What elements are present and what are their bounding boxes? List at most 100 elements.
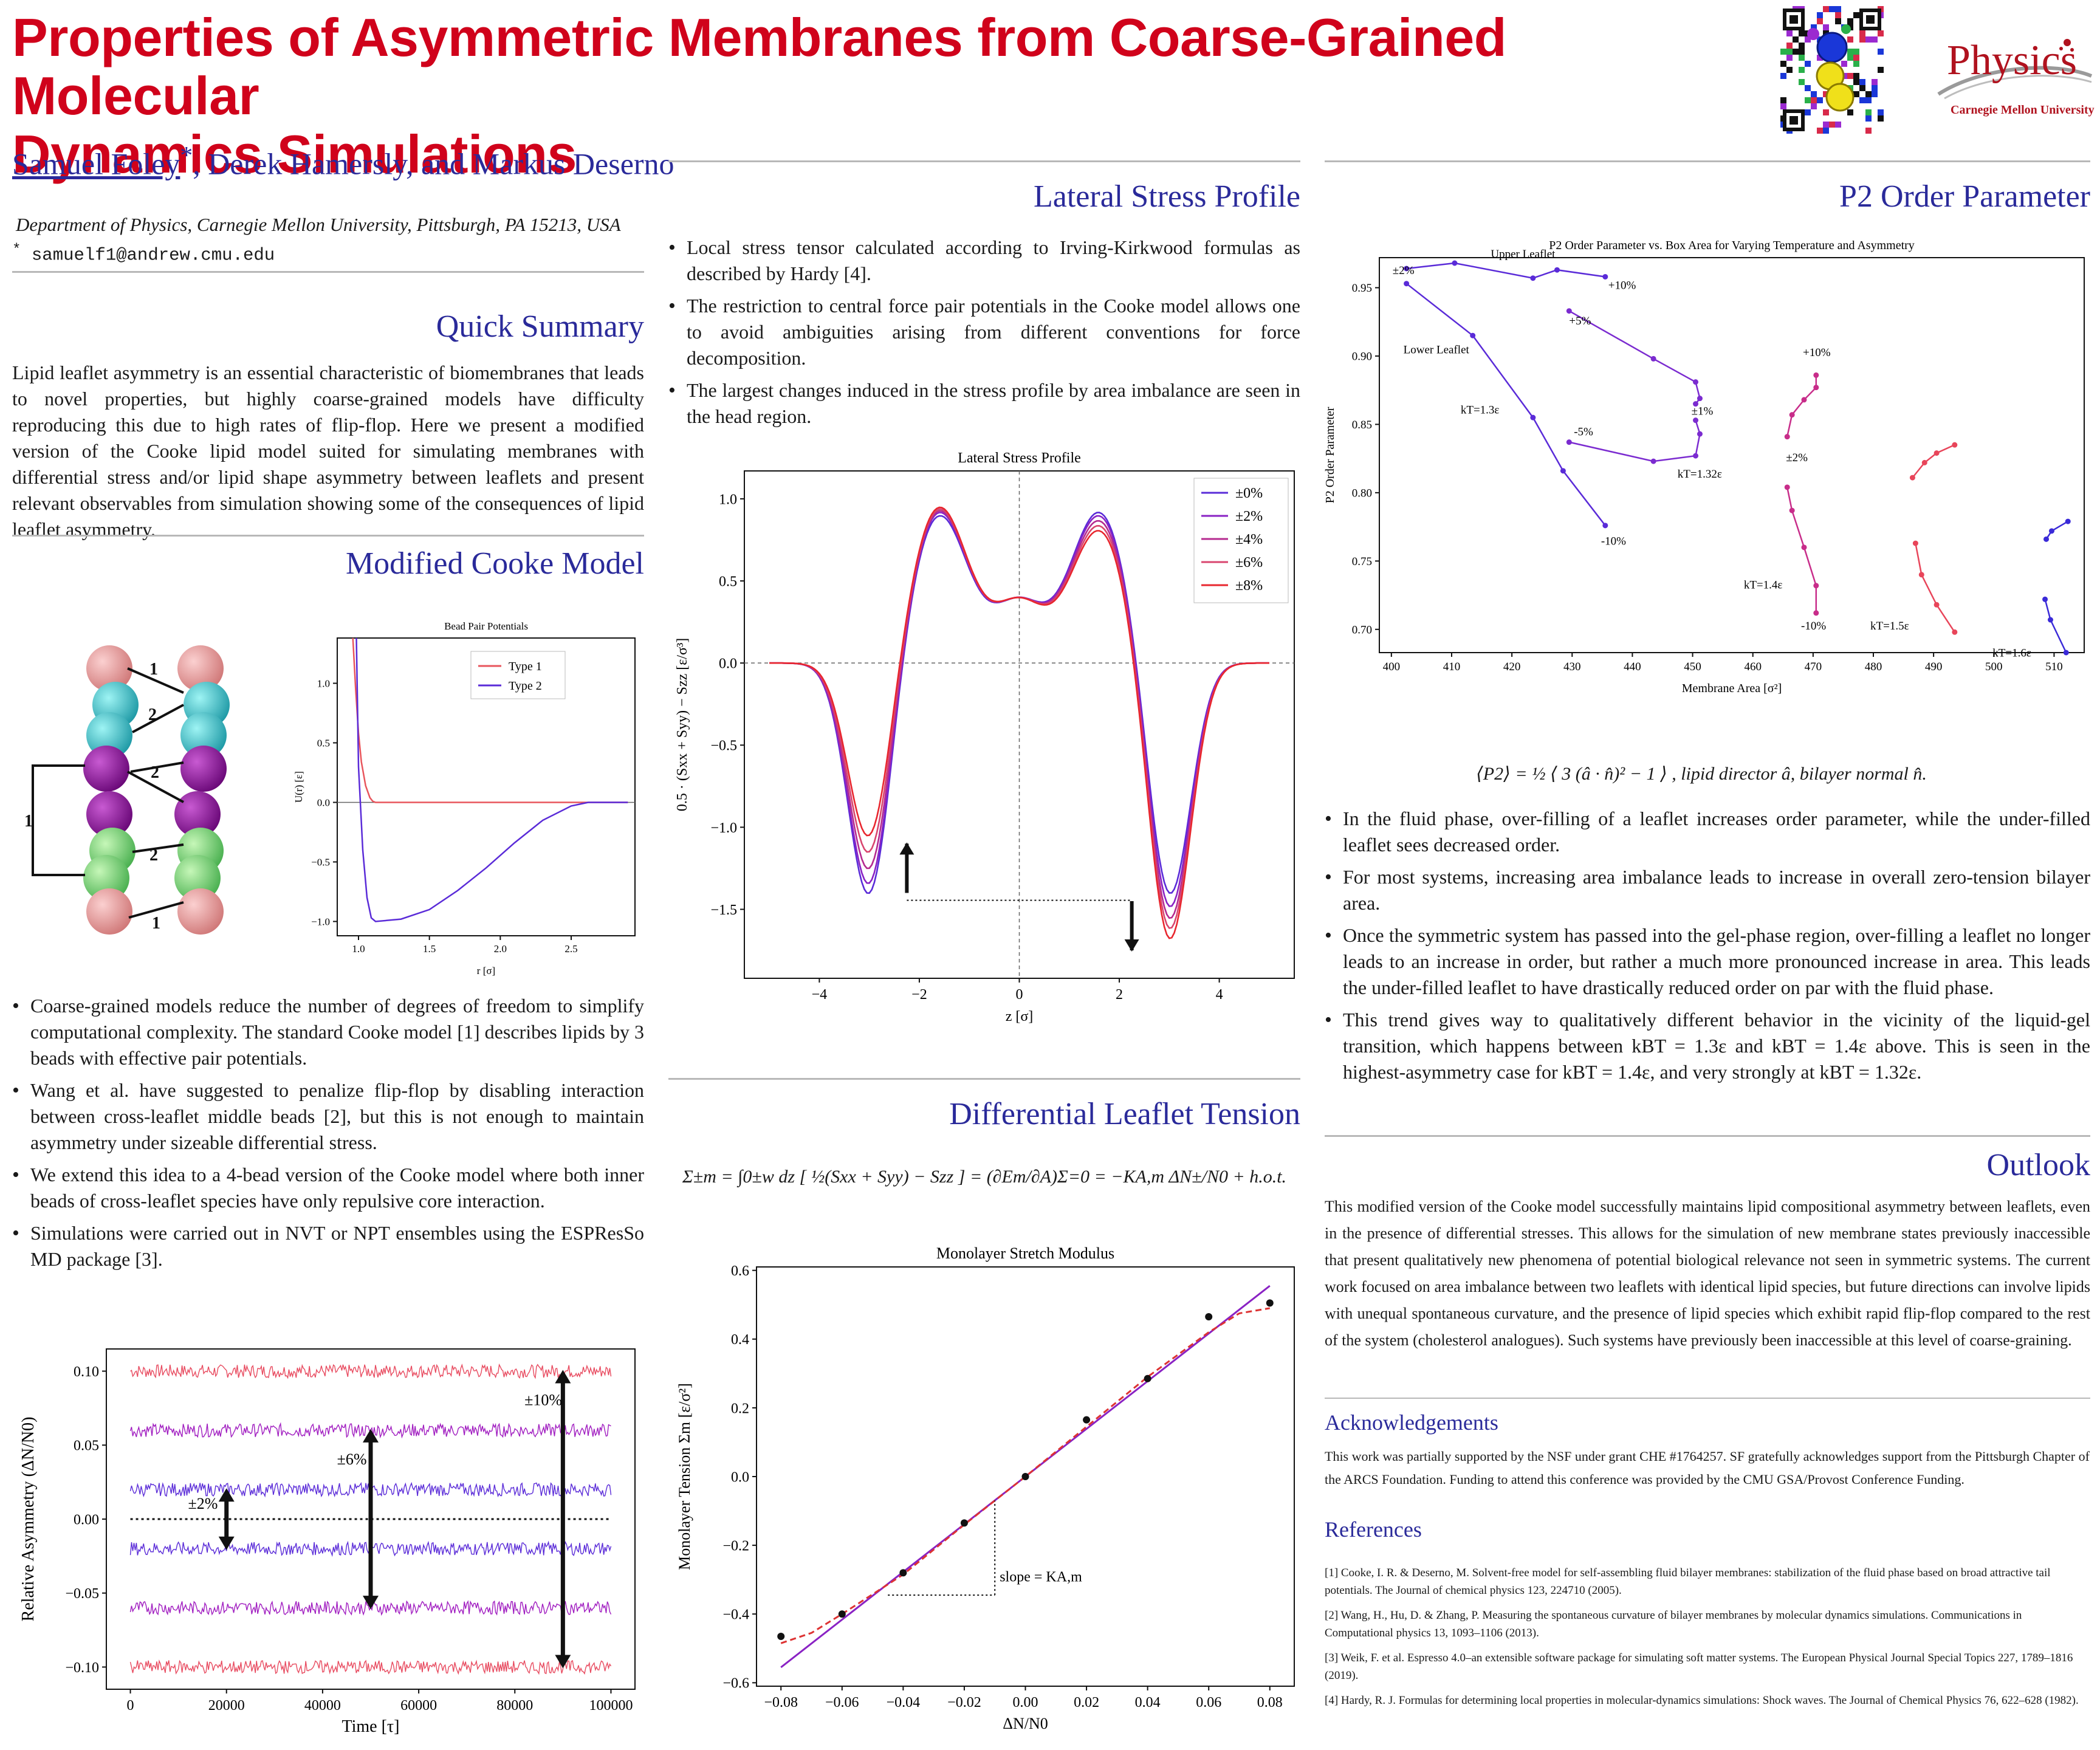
ref-item[interactable]: [3] Weik, F. et al. Espresso 4.0–an exte… [1325,1652,2073,1682]
y-tick-label: 0.00 [74,1512,99,1528]
qr-module [1829,6,1835,12]
logo-sub: Carnegie Mellon University [1951,103,2095,117]
author-list: Samuel Foley*, Derek Hamersly, and Marku… [12,141,674,182]
bead-potential-chart: 1.0 1.5 2.0 2.5 −1.0 −0.5 0.0 0.5 1.0 Bead Pair P… [280,614,650,978]
qr-module [1853,91,1859,97]
x-tick-label: 4 [1216,987,1223,1003]
qr-module [1859,79,1865,85]
y-tick-label: 0.0 [719,656,737,672]
p2-data-point [2063,650,2069,656]
x-tick-label: 480 [1865,661,1882,673]
p2-annotation: ±1% [1692,405,1714,418]
qr-module [1780,103,1786,109]
qr-module [1780,61,1786,67]
span-arrow-head [555,1370,571,1384]
qr-module [1841,61,1847,67]
y-tick-label: 1.0 [719,492,737,507]
y-tick-label: −1.5 [710,902,737,918]
x-tick-label: 460 [1744,661,1762,673]
x-axis-label: Time [τ] [341,1717,399,1736]
email[interactable]: * samuelf1@andrew.cmu.edu [12,242,275,266]
x-tick-label: 0 [1016,987,1023,1003]
x-tick-label: 100000 [589,1698,633,1714]
divider [12,271,644,273]
cooke-bullet: Simulations were carried out in NVT or N… [12,1220,644,1272]
x-tick-label: 2.5 [564,943,577,955]
qr-module [1853,12,1859,18]
qr-module [1853,79,1859,85]
qr-module [1823,122,1829,128]
qr-module [1793,36,1799,43]
x-tick-label: 60000 [400,1698,437,1714]
y-tick-label: 0.80 [1352,487,1372,500]
x-tick-label: −0.08 [764,1695,798,1711]
qr-module [1872,79,1878,85]
p2-data-point [1566,439,1572,445]
chart-title: P2 Order Parameter vs. Box Area for Vary… [1549,241,1915,252]
lateral-bullet: The restriction to central force pair po… [668,293,1300,371]
p2-data-point [1650,355,1656,362]
qr-module [1847,73,1853,79]
cooke-bullet: We extend this idea to a 4-bead version … [12,1162,644,1214]
p2-annotation: +10% [1608,280,1636,292]
ref-item[interactable]: [2] Wang, H., Hu, D. & Zhang, P. Measuri… [1325,1609,2022,1639]
qr-module [1811,24,1817,30]
x-tick-label: −4 [812,987,828,1003]
p2-data-point [1952,442,1958,448]
bead-model-svg: 1 2 2 1 2 1 [24,645,230,935]
qr-module [1865,91,1872,97]
y-axis-label: P2 Order Parameter [1325,407,1337,503]
ref-item[interactable]: [4] Hardy, R. J. Formulas for determinin… [1325,1694,2079,1707]
p2-data-point [1566,308,1572,314]
cooke-bullet: Coarse-grained models reduce the number … [12,993,644,1071]
qr-module [1865,109,1872,115]
divider [668,160,1300,162]
p2-data-point [2042,596,2048,602]
physics-logo[interactable]: Physics Carnegie Mellon University [1932,24,2096,128]
asymmetry-chart: 0 20000 40000 60000 80000 100000 −0.10 −0.05 0.0… [12,1337,650,1747]
x-tick-label: 0.06 [1196,1695,1221,1711]
title-line-2: Dynamics Simulations [12,124,577,184]
bead-label: 1 [149,660,158,679]
p2-data-point [1560,468,1566,474]
qr-module [1859,97,1865,103]
qr-module [1811,103,1817,109]
lateral-bullet: Local stress tensor calculated according… [668,235,1300,287]
x-tick-label: 80000 [496,1698,533,1714]
interaction-arrows [32,667,184,919]
x-tick-label: 0.00 [1013,1695,1038,1711]
slope-label: slope = KA,m [1000,1570,1082,1585]
qr-module [1793,49,1799,55]
y-tick-label: −0.2 [722,1539,749,1554]
qr-module [1865,115,1872,122]
stretch-modulus-chart: −0.08 −0.06 −0.04 −0.02 0.00 0.02 0.04 0.06 0.08… [668,1240,1306,1747]
y-axis-label: Relative Asymmetry (ΔN/N0) [19,1417,38,1622]
y-tick-label: −0.6 [722,1676,749,1692]
qr-module [1823,128,1829,134]
lateral-title: Lateral Stress Profile [1034,179,1300,214]
p2-data-point [2065,518,2071,524]
qr-module [1835,6,1841,12]
author-first[interactable]: Samuel Foley [12,146,180,181]
qr-module [1780,73,1786,79]
y-tick-label: 0.0 [731,1469,749,1485]
qr-module [1805,97,1811,103]
qr-code[interactable] [1780,6,1884,134]
y-tick-label: −0.4 [722,1607,749,1623]
x-tick-label: 1.0 [352,943,365,955]
data-point [960,1519,968,1527]
qr-module [1799,43,1805,49]
qr-module [1859,30,1865,36]
qr-module [1829,122,1835,128]
y-tick-label: 1.0 [317,678,330,689]
stress-profile-chart: −4 −2 0 2 4 −1.5 −1.0 −0.5 0.0 0.5 1.0 Lateral Stre… [668,444,1306,1033]
ref-item[interactable]: [1] Cooke, I. R. & Deserno, M. Solvent-f… [1325,1566,2051,1597]
qr-module [1799,30,1805,36]
y-tick-label: 0.70 [1352,623,1372,636]
x-tick-label: 490 [1925,661,1943,673]
p2-series-line [1915,543,1955,633]
email-address[interactable]: samuelf1@andrew.cmu.edu [31,245,275,266]
qr-module [1786,55,1793,61]
x-tick-label: 420 [1503,661,1521,673]
x-tick-label: 2 [1116,987,1123,1003]
